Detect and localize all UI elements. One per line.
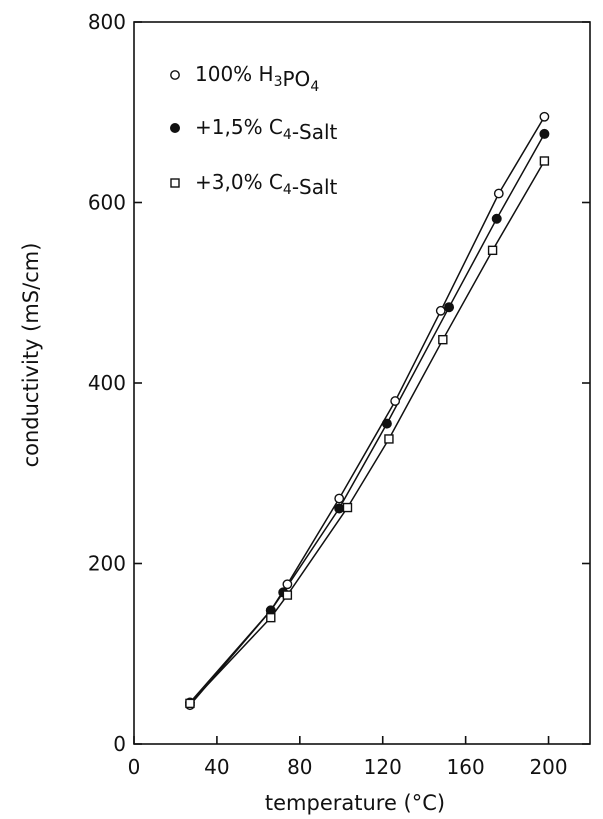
data-point-h3po4 bbox=[493, 188, 504, 199]
series-lines bbox=[189, 116, 546, 706]
series-points bbox=[184, 111, 550, 711]
data-point-c4-salt-1-5 bbox=[539, 128, 550, 139]
data-point-c4-salt-3-0 bbox=[266, 612, 276, 623]
x-tick-label: 200 bbox=[529, 755, 567, 779]
y-axis-ticks: 0 200 400 600 800 bbox=[88, 10, 590, 756]
data-point-h3po4 bbox=[390, 396, 401, 406]
data-point-c4-salt-1-5 bbox=[444, 302, 455, 313]
data-point-h3po4 bbox=[539, 111, 550, 122]
x-axis-title: temperature (°C) bbox=[265, 791, 445, 815]
legend-label-h3po4: 100% H3PO4 bbox=[195, 62, 319, 95]
y-tick-label: 200 bbox=[88, 552, 126, 576]
legend-label-c4-salt-1-5: +1,5% C4-Salt bbox=[195, 115, 338, 144]
data-point-c4-salt-3-0 bbox=[185, 698, 195, 709]
legend: 100% H3PO4 +1,5% C4-Salt +3,0% C4-Salt bbox=[170, 62, 338, 199]
data-point-c4-salt-3-0 bbox=[539, 156, 550, 166]
data-point-c4-salt-3-0 bbox=[438, 334, 448, 345]
data-point-h3po4 bbox=[435, 305, 446, 316]
series-line-c4-salt-1-5 bbox=[189, 133, 546, 703]
y-tick-label: 600 bbox=[88, 191, 126, 215]
data-point-c4-salt-3-0 bbox=[384, 434, 394, 444]
legend-marker-c4-salt-3-0 bbox=[170, 178, 180, 188]
data-point-h3po4 bbox=[334, 493, 345, 504]
series-line-c4-salt-3-0 bbox=[189, 160, 546, 704]
x-axis-ticks: 0 40 80 120 160 200 bbox=[128, 736, 568, 779]
data-point-c4-salt-3-0 bbox=[342, 502, 353, 513]
series-line-h3po4 bbox=[189, 116, 546, 706]
data-point-c4-salt-3-0 bbox=[282, 590, 293, 600]
y-axis-title: conductivity (mS/cm) bbox=[19, 243, 43, 468]
x-tick-label: 160 bbox=[447, 755, 485, 779]
data-point-c4-salt-1-5 bbox=[381, 418, 392, 429]
x-tick-label: 40 bbox=[204, 755, 229, 779]
data-point-c4-salt-1-5 bbox=[491, 213, 502, 224]
y-tick-label: 400 bbox=[88, 371, 126, 395]
legend-marker-c4-salt-1-5 bbox=[170, 122, 181, 133]
y-tick-label: 0 bbox=[113, 732, 126, 756]
legend-label-c4-salt-3-0: +3,0% C4-Salt bbox=[195, 170, 338, 199]
data-point-c4-salt-1-5 bbox=[334, 503, 345, 514]
data-point-c4-salt-3-0 bbox=[487, 245, 498, 256]
x-tick-label: 80 bbox=[287, 755, 312, 779]
x-tick-label: 120 bbox=[364, 755, 402, 779]
legend-marker-h3po4 bbox=[170, 70, 180, 80]
y-tick-label: 800 bbox=[88, 10, 126, 34]
x-tick-label: 0 bbox=[128, 755, 141, 779]
data-point-h3po4 bbox=[282, 579, 293, 590]
